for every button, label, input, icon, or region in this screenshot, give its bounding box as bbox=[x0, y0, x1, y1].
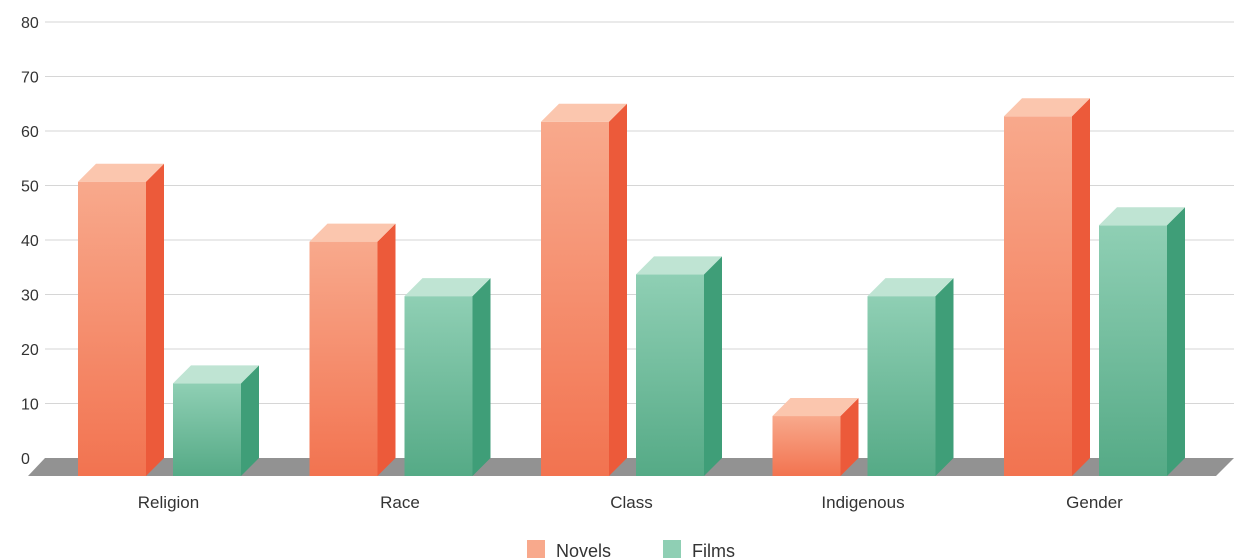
bar-novels-gender[interactable] bbox=[1004, 98, 1090, 477]
legend-item-novels[interactable]: Novels bbox=[527, 540, 611, 560]
y-axis-tick-labels: 0 10 20 30 40 50 60 70 80 bbox=[21, 15, 39, 468]
y-tick-label: 30 bbox=[21, 288, 39, 305]
legend-swatch bbox=[663, 540, 681, 558]
legend-label: Novels bbox=[556, 541, 611, 560]
bar-front-face bbox=[1099, 225, 1167, 476]
bar-top-face bbox=[78, 163, 164, 182]
bar-front-face bbox=[1004, 116, 1072, 477]
bar-side-face bbox=[935, 278, 954, 476]
bar-side-face bbox=[377, 223, 396, 476]
bar-side-face bbox=[1167, 207, 1185, 477]
x-category-label: Race bbox=[380, 493, 420, 512]
y-tick-label: 0 bbox=[21, 451, 30, 468]
x-category-label: Class bbox=[610, 493, 653, 512]
legend-swatch bbox=[527, 540, 545, 558]
legend-item-films[interactable]: Films bbox=[663, 540, 735, 560]
bar-novels-religion[interactable] bbox=[78, 163, 164, 476]
legend[interactable]: Novels Films bbox=[527, 540, 735, 560]
y-tick-label: 80 bbox=[21, 15, 39, 32]
legend-label: Films bbox=[692, 541, 735, 560]
bar-top-face bbox=[867, 278, 954, 297]
bar-front-face bbox=[78, 181, 146, 476]
x-axis-category-labels: Religion Race Class Indigenous Gender bbox=[138, 493, 1123, 512]
bar-side-face bbox=[472, 278, 491, 476]
y-tick-label: 50 bbox=[21, 179, 39, 196]
bar-side-face bbox=[704, 256, 722, 476]
bar-novels-race[interactable] bbox=[309, 223, 396, 476]
bar-novels-indigenous[interactable] bbox=[772, 398, 859, 476]
bar-top-face bbox=[636, 256, 722, 275]
y-tick-label: 20 bbox=[21, 342, 39, 359]
bar-side-face bbox=[241, 365, 259, 476]
y-tick-label: 40 bbox=[21, 233, 39, 250]
bar-side-face bbox=[609, 103, 627, 476]
bar-front-face bbox=[867, 296, 936, 476]
bar-top-face bbox=[1004, 98, 1090, 117]
bar-top-face bbox=[1099, 207, 1185, 226]
bar-novels-class[interactable] bbox=[541, 103, 627, 476]
bars bbox=[78, 98, 1185, 477]
y-tick-label: 60 bbox=[21, 124, 39, 141]
bar-front-face bbox=[772, 416, 841, 476]
y-tick-label: 70 bbox=[21, 70, 39, 87]
x-category-label: Gender bbox=[1066, 493, 1123, 512]
bar-top-face bbox=[173, 365, 259, 384]
bar-front-face bbox=[173, 383, 241, 476]
bar-front-face bbox=[636, 274, 704, 476]
bar-side-face bbox=[146, 163, 164, 476]
bar-side-face bbox=[1072, 98, 1090, 477]
bar-top-face bbox=[404, 278, 491, 297]
bar-films-gender[interactable] bbox=[1099, 207, 1185, 477]
bar-front-face bbox=[541, 121, 609, 476]
bar-top-face bbox=[772, 398, 859, 417]
bar-films-indigenous[interactable] bbox=[867, 278, 954, 476]
bar-top-face bbox=[541, 103, 627, 122]
bar-films-race[interactable] bbox=[404, 278, 491, 476]
bar-front-face bbox=[309, 241, 378, 476]
x-category-label: Religion bbox=[138, 493, 199, 512]
bar-side-face bbox=[840, 398, 859, 476]
bar-top-face bbox=[309, 223, 396, 242]
bar-films-religion[interactable] bbox=[173, 365, 259, 476]
bar-front-face bbox=[404, 296, 473, 476]
y-tick-label: 10 bbox=[21, 397, 39, 414]
x-category-label: Indigenous bbox=[821, 493, 904, 512]
bar-films-class[interactable] bbox=[636, 256, 722, 476]
